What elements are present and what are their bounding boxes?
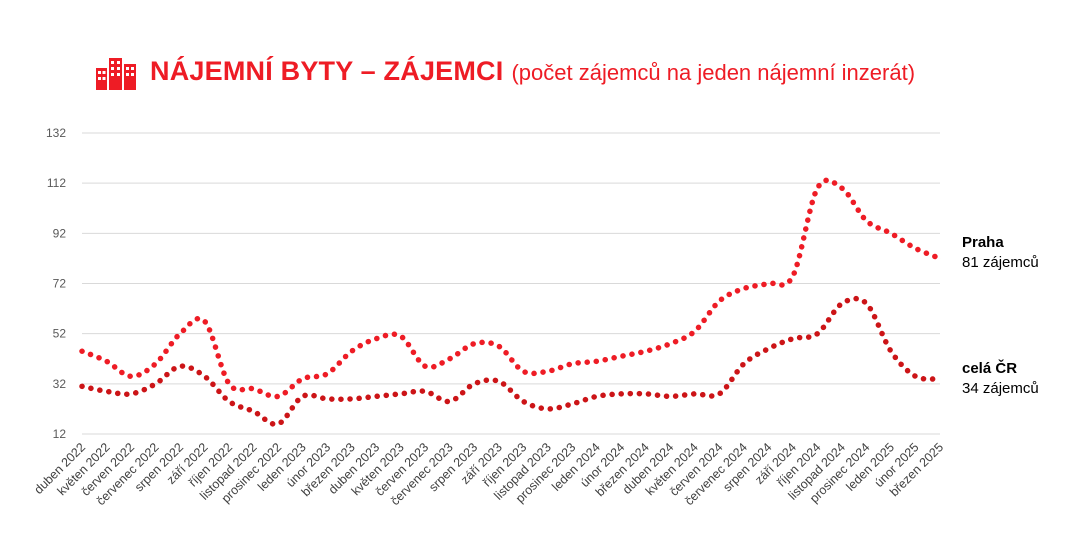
series-label-value: 34 zájemců bbox=[962, 380, 1039, 397]
chart-title: NÁJEMNÍ BYTY – ZÁJEMCI (počet zájemců na… bbox=[96, 56, 915, 90]
y-tick-label: 112 bbox=[47, 176, 66, 190]
y-tick-label: 32 bbox=[53, 377, 67, 391]
series-label-value: 81 zájemců bbox=[962, 254, 1039, 271]
apartment-building-icon bbox=[96, 58, 136, 90]
series-end-labels: Praha 81 zájemců celá ČR 34 zájemců bbox=[962, 234, 1039, 397]
series-label-name: celá ČR bbox=[962, 359, 1017, 377]
series-label-name: Praha bbox=[962, 234, 1004, 251]
y-tick-label: 132 bbox=[46, 126, 66, 140]
y-tick-label: 72 bbox=[53, 277, 67, 291]
y-tick-label: 52 bbox=[53, 327, 67, 341]
grid-lines bbox=[82, 132, 940, 435]
series-cela-cr bbox=[79, 295, 943, 428]
chart-title-main: NÁJEMNÍ BYTY – ZÁJEMCI bbox=[150, 56, 504, 86]
chart-subtitle: (počet zájemců na jeden nájemní inzerát) bbox=[511, 60, 916, 85]
series-line bbox=[79, 295, 943, 428]
y-tick-label: 12 bbox=[53, 427, 67, 441]
y-axis-ticks: 12 32 52 72 92 112 132 bbox=[46, 126, 66, 441]
series-praha bbox=[79, 177, 943, 400]
series-line bbox=[79, 177, 943, 400]
y-tick-label: 92 bbox=[53, 226, 67, 240]
series-lines bbox=[79, 177, 943, 428]
